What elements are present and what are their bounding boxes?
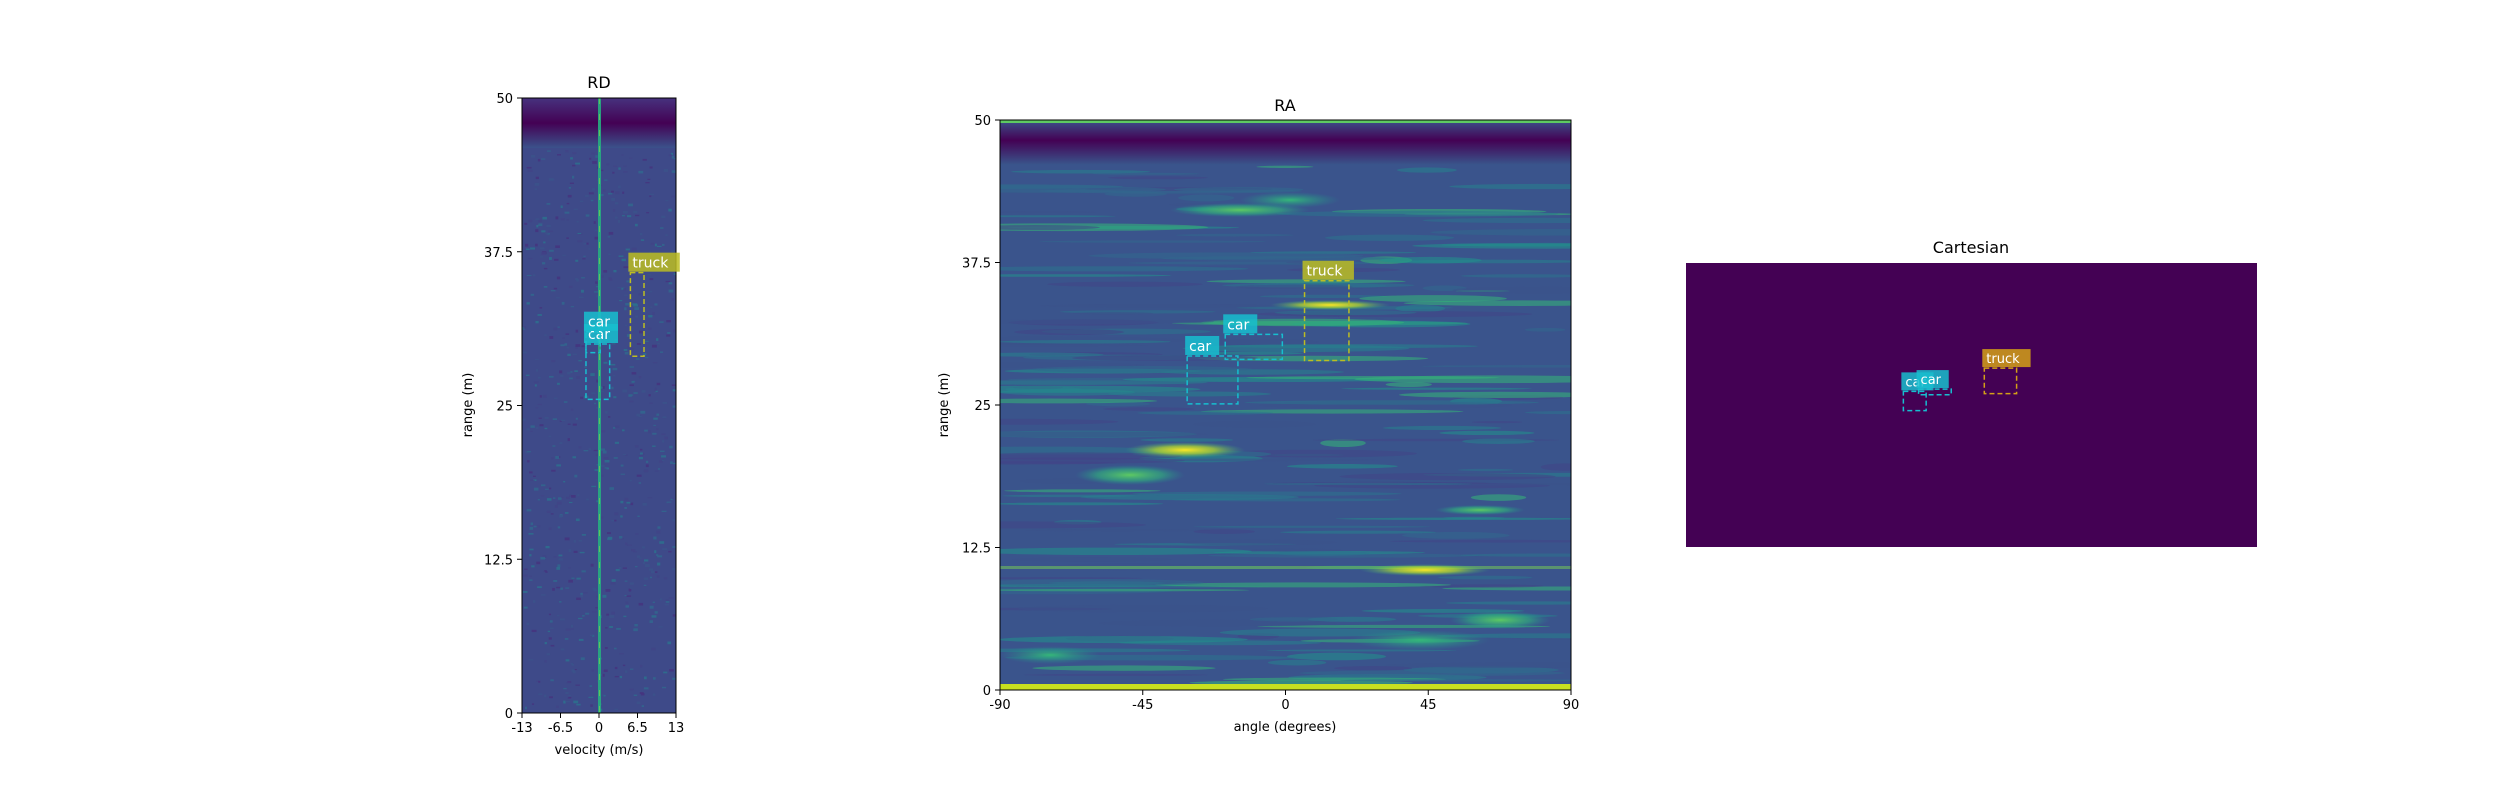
ra-ytick-label: 50	[974, 114, 991, 129]
ra-box-truck	[1303, 279, 1350, 362]
ra-title: RA	[1274, 96, 1295, 115]
rd-xtick-label: 6.5	[627, 721, 648, 736]
cartesian-title: Cartesian	[1933, 238, 2009, 257]
ra-box-label-bg	[1302, 260, 1354, 280]
rd-title: RD	[587, 73, 610, 92]
rd-ytick-label: 0	[505, 707, 513, 722]
cartesian-canvas	[1686, 263, 2257, 547]
rd-ylabel: range (m)	[461, 373, 476, 438]
ra-axes: -90 -45 0 45 90 0 12.5 25 37.5 50	[962, 114, 1579, 713]
ra-box-label: car	[1189, 339, 1211, 355]
rd-ytick-label: 12.5	[484, 553, 513, 568]
rd-xlabel: velocity (m/s)	[555, 743, 644, 758]
rd-box-label: car	[588, 327, 610, 343]
cartesian-box-label-bg	[1982, 349, 2031, 368]
rd-xtick-label: 0	[595, 721, 603, 736]
rd-xtick-label: -6.5	[548, 721, 573, 736]
ra-ytick-label: 0	[983, 684, 991, 699]
ra-xtick-label: 45	[1420, 698, 1437, 713]
rd-ytick-label: 37.5	[484, 246, 513, 261]
ra-xtick-label: -45	[1132, 698, 1153, 713]
rd-ytick-label: 25	[496, 400, 513, 415]
ra-box-label: car	[1227, 317, 1249, 333]
ra-box-label-bg	[1223, 314, 1258, 334]
ra-box-label: truck	[1307, 264, 1344, 280]
cartesian-box-label-bg	[1916, 370, 1949, 389]
rd-box-car	[585, 343, 611, 401]
ra-xlabel: angle (degrees)	[1234, 720, 1337, 735]
ra-xtick-label: 0	[1281, 698, 1289, 713]
ra-bands-layer	[1000, 165, 1571, 687]
rd-box-label: truck	[632, 256, 669, 272]
rd-box-car	[585, 330, 601, 354]
cartesian-box-car	[1902, 390, 1927, 412]
cartesian-box-label: car	[1921, 373, 1942, 388]
ra-heatmap	[1000, 120, 1571, 690]
rd-xtick-label: 13	[668, 721, 685, 736]
rd-ytick-label: 50	[496, 92, 513, 107]
ra-ylabel: range (m)	[937, 373, 952, 438]
ra-box-label-bg	[1185, 335, 1220, 355]
rd-box-label: car	[588, 315, 610, 331]
cartesian-box-label: truck	[1986, 352, 2020, 367]
ra-box-car	[1186, 355, 1239, 405]
rd-box-truck	[629, 271, 645, 358]
cartesian-box-truck	[1983, 367, 2018, 395]
rd-box-label-bg	[628, 252, 680, 272]
ra-ytick-label: 12.5	[962, 542, 991, 557]
rd-axes: -13 -6.5 0 6.5 13 0 12.5 25 37.5 50	[484, 92, 684, 736]
rd-box-label-bg	[583, 311, 619, 331]
ra-ytick-label: 25	[974, 399, 991, 414]
rd-xtick-label: -13	[511, 721, 532, 736]
ra-xtick-label: 90	[1563, 698, 1580, 713]
ra-ytick-label: 37.5	[962, 257, 991, 272]
ra-box-car	[1224, 333, 1284, 361]
cartesian-box-car	[1917, 388, 1952, 396]
rd-heatmap	[522, 98, 676, 713]
ra-xtick-label: -90	[989, 698, 1010, 713]
rd-noise-layer	[522, 150, 676, 712]
